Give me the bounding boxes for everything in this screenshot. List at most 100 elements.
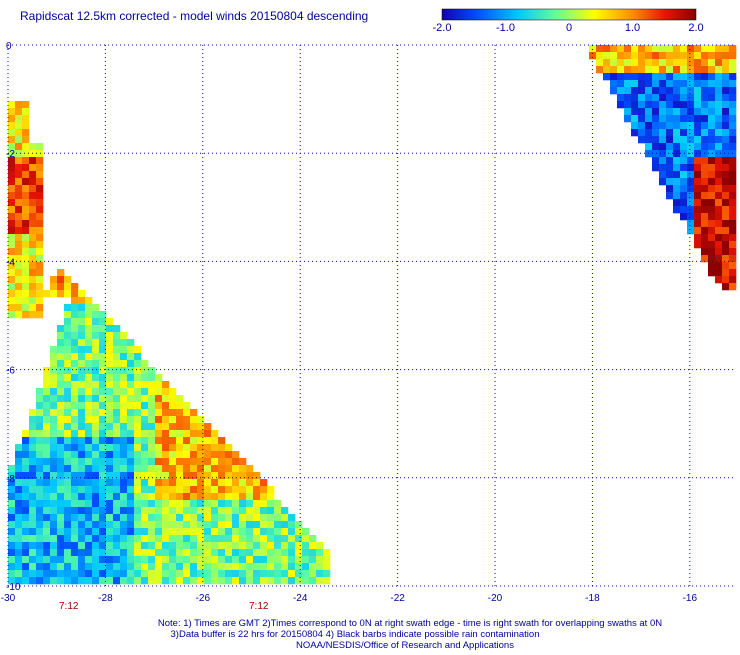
- wind-cell: [36, 297, 44, 305]
- wind-cell: [92, 374, 100, 382]
- wind-cell: [43, 444, 51, 452]
- wind-cell: [141, 388, 149, 396]
- wind-cell: [204, 535, 212, 543]
- wind-cell: [701, 227, 709, 235]
- wind-cell: [57, 521, 65, 529]
- wind-cell: [85, 318, 93, 326]
- wind-cell: [64, 500, 72, 508]
- wind-cell: [253, 570, 261, 578]
- wind-cell: [218, 451, 226, 459]
- wind-cell: [624, 73, 632, 81]
- wind-cell: [232, 570, 240, 578]
- wind-cell: [211, 528, 219, 536]
- wind-cell: [183, 556, 191, 564]
- wind-cell: [687, 150, 695, 158]
- wind-cell: [211, 521, 219, 529]
- wind-cell: [113, 353, 121, 361]
- wind-cell: [29, 409, 37, 417]
- wind-cell: [113, 388, 121, 396]
- wind-cell: [673, 206, 681, 214]
- wind-cell: [120, 444, 128, 452]
- wind-cell: [701, 115, 709, 123]
- wind-cell: [57, 570, 65, 578]
- wind-cell: [694, 59, 702, 67]
- wind-cell: [190, 451, 198, 459]
- wind-cell: [218, 542, 226, 550]
- wind-cell: [694, 80, 702, 88]
- wind-cell: [715, 66, 723, 74]
- wind-cell: [50, 570, 58, 578]
- wind-cell: [176, 556, 184, 564]
- wind-cell: [134, 479, 142, 487]
- wind-cell: [645, 73, 653, 81]
- wind-cell: [78, 318, 86, 326]
- wind-cell: [239, 577, 247, 585]
- wind-cell: [78, 563, 86, 571]
- wind-cell: [666, 136, 674, 144]
- wind-cell: [92, 486, 100, 494]
- wind-cell: [141, 437, 149, 445]
- wind-cell: [708, 178, 716, 186]
- wind-cell: [183, 500, 191, 508]
- wind-cell: [155, 570, 163, 578]
- wind-cell: [694, 220, 702, 228]
- wind-cell: [722, 206, 730, 214]
- wind-cell: [36, 416, 44, 424]
- wind-cell: [92, 549, 100, 557]
- wind-cell: [722, 122, 730, 130]
- wind-cell: [715, 150, 723, 158]
- wind-cell: [29, 528, 37, 536]
- lon-tick-label: -24: [293, 593, 308, 604]
- wind-cell: [295, 542, 303, 550]
- wind-cell: [57, 563, 65, 571]
- wind-cell: [246, 570, 254, 578]
- wind-cell: [8, 220, 16, 228]
- wind-cell: [687, 101, 695, 109]
- wind-cell: [253, 472, 261, 480]
- wind-cell: [78, 339, 86, 347]
- wind-cell: [50, 542, 58, 550]
- wind-cell: [22, 535, 30, 543]
- wind-cell: [722, 87, 730, 95]
- wind-cell: [22, 451, 30, 459]
- wind-cell: [134, 395, 142, 403]
- wind-cell: [631, 129, 639, 137]
- wind-cell: [652, 101, 660, 109]
- wind-cell: [246, 556, 254, 564]
- wind-cell: [8, 178, 16, 186]
- wind-cell: [8, 108, 16, 116]
- wind-cell: [232, 472, 240, 480]
- wind-cell: [232, 479, 240, 487]
- wind-cell: [120, 514, 128, 522]
- wind-cell: [71, 493, 79, 501]
- wind-cell: [624, 80, 632, 88]
- wind-cell: [673, 185, 681, 193]
- wind-cell: [239, 472, 247, 480]
- wind-cell: [15, 213, 23, 221]
- wind-cell: [673, 101, 681, 109]
- wind-cell: [722, 171, 730, 179]
- wind-cell: [92, 388, 100, 396]
- wind-cell: [141, 465, 149, 473]
- wind-cell: [673, 129, 681, 137]
- wind-cell: [71, 423, 79, 431]
- wind-cell: [120, 493, 128, 501]
- wind-cell: [78, 556, 86, 564]
- wind-cell: [22, 234, 30, 242]
- wind-cell: [183, 423, 191, 431]
- wind-cell: [15, 311, 23, 319]
- wind-cell: [645, 59, 653, 67]
- wind-cell: [708, 185, 716, 193]
- wind-cell: [197, 458, 205, 466]
- note-line-3: NOAA/NESDIS/Office of Research and Appli…: [296, 640, 514, 650]
- wind-cell: [155, 388, 163, 396]
- wind-cell: [127, 395, 135, 403]
- wind-cell: [120, 549, 128, 557]
- wind-cell: [176, 437, 184, 445]
- wind-cell: [127, 360, 135, 368]
- wind-cell: [127, 402, 135, 410]
- wind-cell: [64, 346, 72, 354]
- wind-cell: [134, 486, 142, 494]
- wind-cell: [652, 59, 660, 67]
- wind-cell: [176, 535, 184, 543]
